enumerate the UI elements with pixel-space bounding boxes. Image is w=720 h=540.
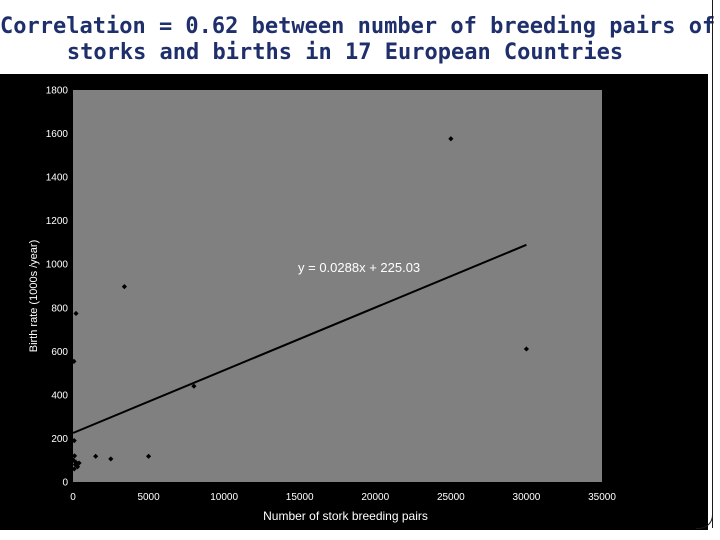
y-tick-label: 600 [51, 347, 68, 358]
trendline [72, 243, 527, 434]
y-tick-label: 1000 [46, 260, 69, 271]
data-point [74, 464, 81, 470]
x-tick-label: 35000 [588, 492, 616, 503]
slide-corner-curve [696, 508, 713, 529]
y-tick-label: 200 [51, 434, 68, 445]
y-tick-label: 1200 [46, 216, 69, 227]
slide-title: Correlation = 0.62 between number of bre… [0, 14, 716, 66]
data-point [71, 453, 78, 459]
data-point [121, 284, 127, 290]
y-tick-label: 1600 [46, 129, 69, 140]
scatter-chart: 0 200 400 600 800 1000 1200 1400 1600 1800 0 5000 1… [28, 86, 616, 524]
x-tick-label: 15000 [286, 492, 314, 503]
plot-area [73, 90, 602, 482]
y-axis-label: Birth rate (1000s /year) [28, 240, 40, 353]
y-tick-label: 800 [51, 303, 68, 314]
y-tick-label: 1400 [46, 173, 69, 184]
title-line-1: Correlation = 0.62 between number of bre… [0, 14, 716, 39]
y-tick-label: 0 [62, 478, 68, 489]
data-point [93, 453, 99, 459]
x-axis-label: Number of stork breeding pairs [263, 509, 428, 523]
data-point [191, 383, 197, 389]
data-point [70, 457, 77, 463]
data-point [523, 346, 530, 352]
chart-area: 0 200 400 600 800 1000 1200 1400 1600 1800 0 5000 1… [0, 74, 708, 530]
x-tick-label: 20000 [361, 492, 389, 503]
data-point [108, 456, 114, 462]
data-point [71, 438, 77, 444]
x-tick-label: 10000 [210, 492, 238, 503]
y-tick-label: 1800 [46, 86, 69, 97]
trendline-equation-label: y = 0.0288x + 225.03 [298, 260, 420, 275]
x-tick-label: 30000 [513, 492, 541, 503]
data-point [145, 453, 152, 459]
y-axis-ticks: 0 200 400 600 800 1000 1200 1400 1600 1800 [46, 86, 69, 489]
y-tick-label: 400 [51, 390, 68, 401]
x-tick-label: 5000 [137, 492, 160, 503]
data-point [76, 460, 82, 466]
data-point [71, 466, 77, 472]
title-line-2: storks and births in 17 European Countri… [66, 40, 624, 65]
x-tick-label: 25000 [437, 492, 465, 503]
slide-right-border [712, 0, 713, 528]
data-point [71, 358, 77, 364]
data-point [73, 459, 79, 465]
data-points [70, 136, 530, 472]
x-axis-ticks: 0 5000 10000 15000 20000 25000 30000 35000 [70, 492, 616, 503]
x-tick-label: 0 [70, 492, 76, 503]
data-point [448, 136, 454, 142]
data-point [73, 310, 79, 317]
